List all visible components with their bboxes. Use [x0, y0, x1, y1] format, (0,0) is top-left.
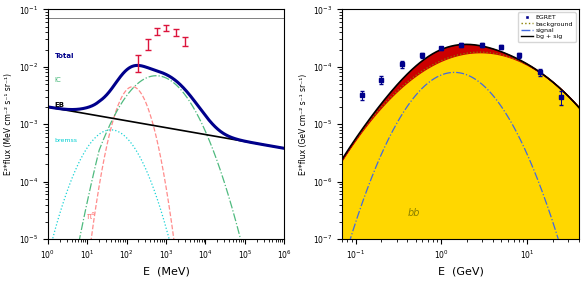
Text: IC: IC [55, 77, 61, 83]
Text: π°: π° [87, 212, 96, 221]
Y-axis label: E²*flux (MeV cm⁻² s⁻¹ sr⁻¹): E²*flux (MeV cm⁻² s⁻¹ sr⁻¹) [4, 73, 13, 175]
X-axis label: E  (MeV): E (MeV) [143, 267, 189, 277]
Y-axis label: E²*flux (GeV cm⁻² s⁻¹ sr⁻¹): E²*flux (GeV cm⁻² s⁻¹ sr⁻¹) [298, 74, 308, 175]
Legend: EGRET, background, signal, bg + sig: EGRET, background, signal, bg + sig [518, 12, 575, 42]
X-axis label: E  (GeV): E (GeV) [438, 267, 483, 277]
Text: bb: bb [408, 208, 420, 218]
Text: bremss: bremss [55, 138, 78, 142]
Text: EB: EB [55, 102, 65, 108]
Text: Total: Total [55, 53, 74, 59]
